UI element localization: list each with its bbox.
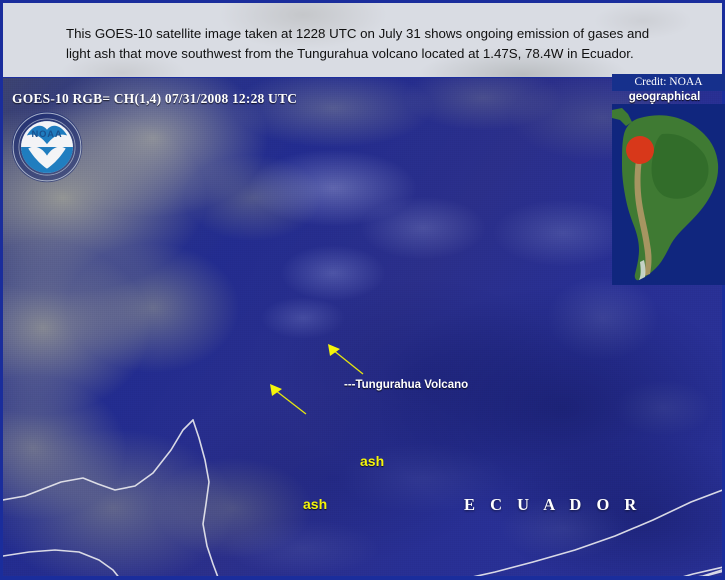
- ash-annotation-label-2: ash: [303, 496, 328, 512]
- caption-text: This GOES-10 satellite image taken at 12…: [66, 26, 650, 61]
- country-annotation-label: E C U A D O R: [464, 495, 642, 514]
- svg-text:NOAA: NOAA: [31, 129, 62, 139]
- noaa-logo-icon: NOAA: [11, 111, 83, 183]
- caption-panel: This GOES-10 satellite image taken at 12…: [0, 0, 725, 80]
- volcano-annotation-label: ---Tungurahua Volcano: [344, 379, 469, 391]
- inset-andes-ridge: [634, 160, 652, 276]
- inset-reference-map: [612, 104, 725, 285]
- credit-bar: Credit: NOAA: [612, 74, 725, 91]
- volcano-location-marker: [626, 136, 654, 164]
- inset-amazon-basin: [651, 133, 709, 199]
- product-label: GOES-10 RGB= CH(1,4) 07/31/2008 12:28 UT…: [12, 91, 298, 106]
- inset-central-america: [612, 108, 632, 126]
- inset-southern-tip: [639, 260, 646, 280]
- ash-annotation-label-1: ash: [360, 453, 385, 469]
